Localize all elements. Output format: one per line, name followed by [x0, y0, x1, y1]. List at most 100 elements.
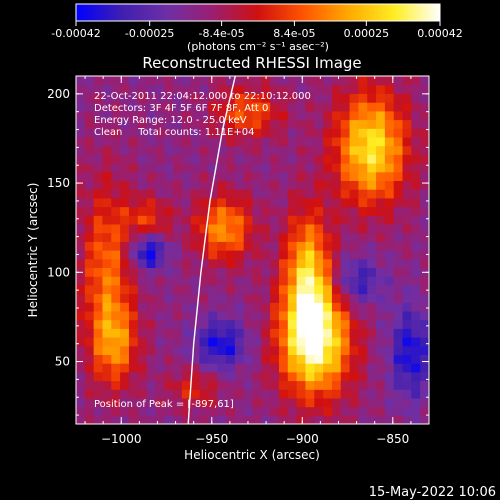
heatmap-cell [402, 180, 412, 190]
heatmap-cell [120, 223, 130, 234]
heatmap-cell [102, 337, 112, 347]
heatmap-cell [331, 337, 342, 347]
heatmap-cell [199, 250, 209, 260]
heatmap-cell [137, 189, 148, 199]
heatmap-cell [367, 276, 377, 286]
heatmap-cell [234, 154, 245, 164]
heatmap-cell [84, 163, 95, 173]
heatmap-cell [181, 397, 192, 408]
heatmap-cell [76, 276, 86, 286]
heatmap-cell [323, 223, 333, 234]
heatmap-cell [128, 215, 139, 225]
heatmap-cell [173, 145, 183, 155]
heatmap-cell [111, 363, 121, 373]
heatmap-cell [181, 241, 192, 251]
heatmap-cell [331, 302, 342, 312]
heatmap-cell [128, 267, 139, 277]
heatmap-cell [217, 215, 227, 225]
heatmap-cell [252, 406, 262, 416]
heatmap-cell [411, 206, 421, 216]
heatmap-cell [420, 284, 429, 295]
heatmap-cell [93, 319, 104, 329]
heatmap-cell [261, 389, 271, 399]
heatmap-cell [120, 84, 130, 94]
heatmap-cell [173, 163, 183, 173]
heatmap-cell [102, 354, 112, 364]
heatmap-cell [111, 189, 121, 199]
heatmap-cell [384, 119, 395, 129]
heatmap-cell [358, 337, 368, 347]
heatmap-cell [111, 284, 121, 295]
heatmap-cell [376, 363, 386, 373]
heatmap-cell [296, 76, 307, 86]
heatmap-cell [146, 250, 157, 260]
heatmap-cell [234, 128, 245, 138]
heatmap-cell [393, 267, 404, 277]
heatmap-cell [190, 206, 201, 216]
heatmap-cell [261, 189, 271, 199]
heatmap-cell [261, 310, 271, 321]
heatmap-cell [287, 363, 298, 373]
heatmap-cell [76, 310, 86, 321]
heatmap-cell [102, 250, 112, 260]
heatmap-cell [234, 276, 245, 286]
heatmap-cell [208, 250, 218, 260]
heatmap-cell [181, 284, 192, 295]
heatmap-cell [349, 397, 359, 408]
heatmap-cell [270, 119, 280, 129]
heatmap-cell [287, 154, 298, 164]
heatmap-cell [243, 284, 254, 295]
heatmap-cell [305, 406, 315, 416]
heatmap-cell [164, 84, 174, 94]
heatmap-cell [137, 397, 148, 408]
heatmap-cell [252, 380, 262, 390]
heatmap-cell [137, 206, 148, 216]
heatmap-cell [314, 136, 324, 147]
heatmap-cell [384, 389, 395, 399]
heatmap-cell [384, 284, 395, 295]
heatmap-cell [296, 171, 307, 181]
heatmap-cell [278, 354, 289, 364]
date-stamp: 15-May-2022 10:06 [369, 485, 496, 500]
heatmap-cell [234, 232, 245, 242]
heatmap-cell [270, 232, 280, 242]
heatmap-cell [173, 293, 183, 303]
heatmap-cell [217, 154, 227, 164]
heatmap-cell [367, 319, 377, 329]
heatmap-cell [217, 163, 227, 173]
heatmap-cell [278, 171, 289, 181]
heatmap-cell [331, 232, 342, 242]
heatmap-cell [190, 232, 201, 242]
heatmap-cell [270, 250, 280, 260]
heatmap-cell [111, 128, 121, 138]
heatmap-cell [358, 371, 368, 382]
x-axis-ticks: −1000 −950 −900 −850 [84, 76, 430, 446]
heatmap-cell [146, 389, 157, 399]
heatmap-cell [252, 189, 262, 199]
heatmap-cell [208, 406, 218, 416]
heatmap-cell [384, 371, 395, 382]
heatmap-cell [340, 171, 351, 181]
heatmap-cell [384, 189, 395, 199]
heatmap-cell [243, 128, 254, 138]
heatmap-cell [393, 302, 404, 312]
heatmap-cell [287, 102, 298, 112]
heatmap-cell [226, 406, 236, 416]
heatmap-cell [217, 276, 227, 286]
heatmap-cell [296, 136, 307, 147]
heatmap-cell [234, 102, 245, 112]
heatmap-cell [93, 267, 104, 277]
heatmap-cell [102, 215, 112, 225]
heatmap-cell [217, 206, 227, 216]
heatmap-cell [331, 128, 342, 138]
heatmap-cell [296, 197, 307, 208]
heatmap-cell [305, 76, 315, 86]
heatmap-cell [234, 180, 245, 190]
heatmap-cell [252, 84, 262, 94]
heatmap-cell [226, 250, 236, 260]
heatmap-cell [340, 232, 351, 242]
heatmap-cell [208, 110, 218, 121]
heatmap-cell [305, 215, 315, 225]
heatmap-cell [199, 102, 209, 112]
